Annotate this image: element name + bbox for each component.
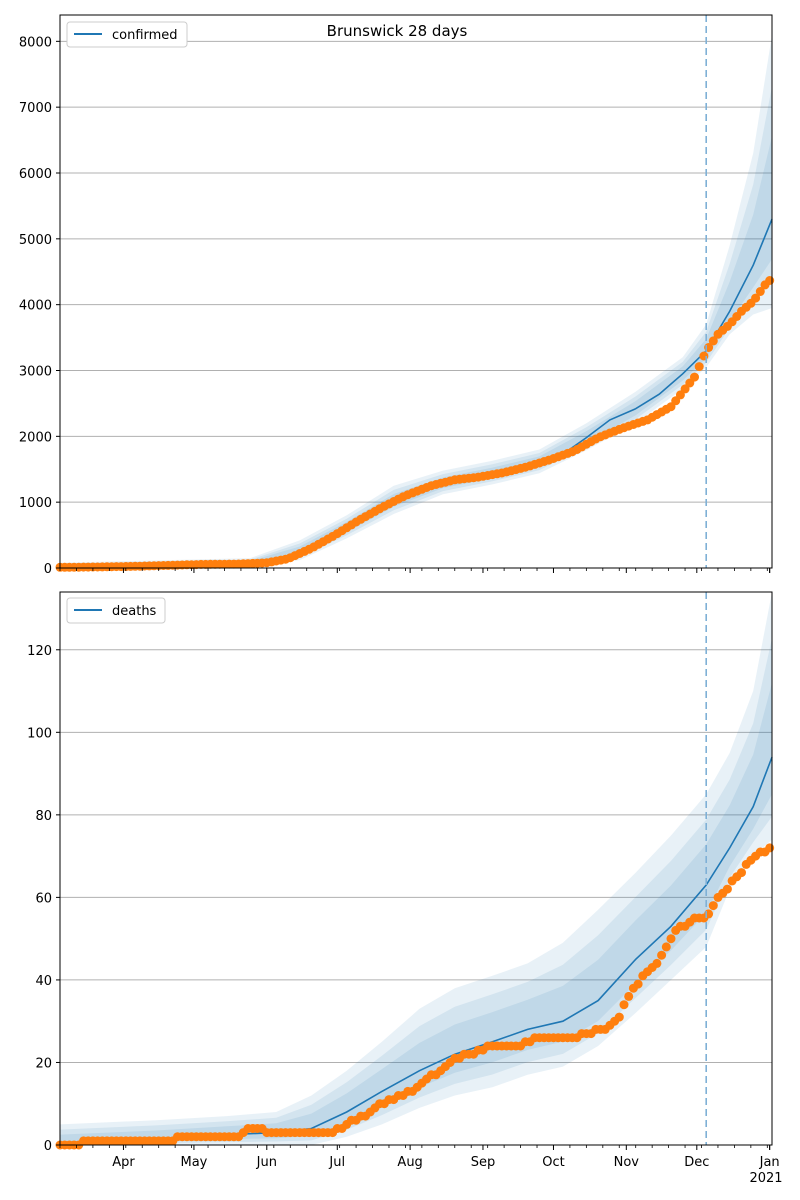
deaths-legend-box (66, 597, 166, 624)
deaths-y-tick-label: 80 (35, 809, 52, 824)
x-axis-month-label: Jun (256, 1155, 277, 1170)
deaths-y-axis: 0 20 40 60 80 100 120 (27, 644, 60, 1154)
deaths-observed-points (55, 843, 775, 1150)
deaths-observed-point (765, 843, 775, 853)
confirmed-observed-points (55, 276, 775, 572)
deaths-observed-point (657, 950, 667, 960)
deaths-legend-label: deaths (112, 604, 157, 619)
deaths-band-3 (60, 682, 772, 1144)
confirmed-observed-point (694, 362, 704, 372)
deaths-observed-point (708, 901, 718, 911)
confirmed-y-tick-label: 2000 (19, 430, 52, 445)
deaths-band-2 (60, 638, 772, 1145)
x-axis-month-label: May (180, 1155, 207, 1170)
x-axis-month-label: Dec (684, 1155, 709, 1170)
deaths-band-1 (60, 592, 772, 1145)
x-axis-month-labels: Apr May Jun Jul Aug Sep Oct Nov Dec Jan (112, 1155, 779, 1170)
confirmed-y-tick-label: 7000 (19, 101, 52, 116)
deaths-observed-point (624, 991, 634, 1001)
deaths-x-axis (59, 1145, 771, 1150)
x-axis-month-label: Aug (397, 1155, 422, 1170)
x-axis-month-label: Apr (112, 1155, 135, 1170)
x-axis-month-label: Oct (542, 1155, 564, 1170)
deaths-observed-point (737, 868, 746, 878)
x-axis-month-label: Jul (328, 1155, 345, 1170)
confirmed-y-tick-label: 5000 (19, 233, 52, 248)
deaths-uncertainty-bands (60, 592, 772, 1145)
deaths-observed-point (619, 1000, 629, 1010)
confirmed-legend: confirmed (66, 21, 188, 48)
confirmed-legend-label: confirmed (112, 28, 178, 43)
confirmed-y-tick-label: 1000 (19, 496, 52, 511)
confirmed-observed-point (751, 293, 761, 303)
deaths-observed-point (633, 979, 643, 989)
deaths-observed-point (661, 942, 671, 952)
deaths-y-tick-label: 60 (35, 891, 52, 906)
confirmed-y-tick-label: 4000 (19, 299, 52, 314)
confirmed-uncertainty-bands (60, 34, 772, 569)
deaths-y-tick-label: 0 (44, 1139, 52, 1154)
confirmed-y-tick-label: 3000 (19, 365, 52, 380)
x-axis-month-label: Sep (471, 1155, 496, 1170)
confirmed-observed-point (690, 372, 699, 382)
confirmed-observed-point (765, 276, 775, 285)
x-axis-month-label: Nov (614, 1155, 640, 1170)
deaths-y-tick-label: 40 (35, 974, 52, 989)
deaths-observed-point (666, 934, 676, 944)
confirmed-observed-point (708, 336, 718, 346)
confirmed-band-1 (60, 34, 772, 569)
deaths-legend: deaths (66, 597, 166, 624)
confirmed-panel: 0 1000 2000 3000 4000 5000 6000 7000 8000 Brunsw… (19, 14, 775, 577)
confirmed-x-axis-ticks (59, 568, 771, 573)
deaths-plot-frame (59, 591, 773, 1146)
chart-title: Brunswick 28 days (327, 22, 468, 40)
deaths-observed-point (722, 884, 732, 894)
confirmed-y-tick-label: 6000 (19, 167, 52, 182)
confirmed-y-tick-label: 0 (44, 562, 52, 577)
confirmed-legend-box (66, 21, 188, 48)
confirmed-observed-point (699, 351, 709, 361)
x-axis-year-label: 2021 (749, 1171, 782, 1186)
deaths-y-tick-label: 120 (27, 644, 52, 659)
deaths-observed-point (614, 1012, 624, 1022)
confirmed-y-axis: 0 1000 2000 3000 4000 5000 6000 7000 8000 (19, 35, 60, 577)
confirmed-y-tick-label: 8000 (19, 35, 52, 50)
confirmed-plot-frame (59, 14, 773, 569)
confirmed-observed-point (755, 287, 765, 296)
deaths-observed-point (652, 958, 662, 968)
deaths-panel: 0 20 40 60 80 100 120 deaths Apr May Jun Jul Aug Se… (27, 591, 783, 1186)
deaths-y-tick-label: 100 (27, 726, 52, 741)
deaths-y-tick-label: 20 (35, 1056, 52, 1071)
x-axis-month-label: Jan (759, 1155, 780, 1170)
